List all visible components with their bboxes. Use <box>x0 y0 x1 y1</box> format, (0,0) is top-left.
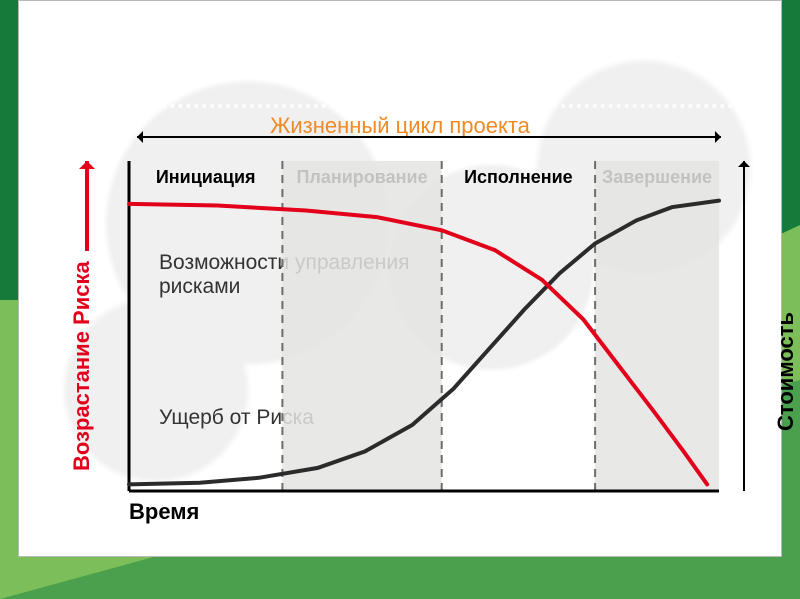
chart-card: Жизненный цикл проекта Возрастание Риска… <box>18 0 782 557</box>
chart-plot <box>19 1 783 556</box>
slide-frame: Жизненный цикл проекта Возрастание Риска… <box>0 0 800 599</box>
